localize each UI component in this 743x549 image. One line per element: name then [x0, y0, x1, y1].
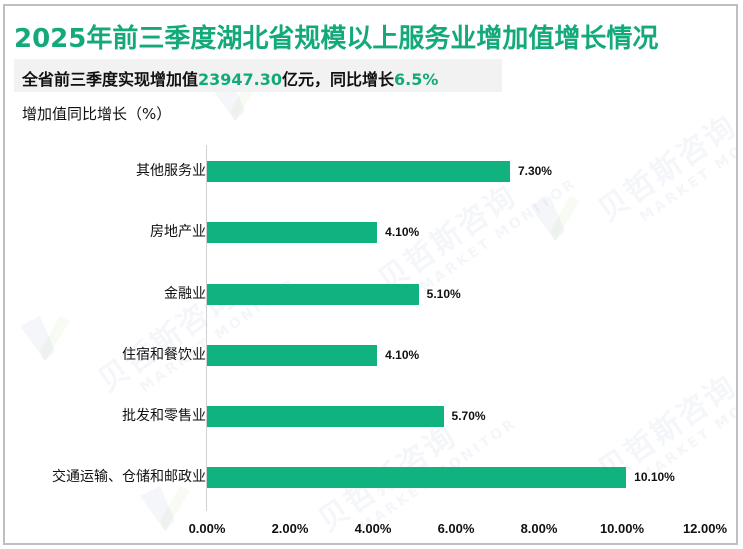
- y-axis-title: 增加值同比增长（%）: [22, 105, 172, 123]
- category-label: 其他服务业: [136, 163, 206, 179]
- data-label: 4.10%: [385, 348, 420, 362]
- watermark-logo-icon: [530, 196, 580, 241]
- bar: [207, 284, 419, 305]
- subtitle-value: 23947.30: [198, 70, 283, 89]
- category-axis-line: [206, 145, 207, 511]
- subtitle-growth: 6.5%: [394, 70, 439, 89]
- chart-title: 2025年前三季度湖北省规模以上服务业增加值增长情况: [14, 24, 659, 54]
- x-tick-label: 0.00%: [188, 521, 226, 536]
- watermark: 贝哲斯咨询 MARKET MONITOR: [312, 415, 520, 539]
- x-tick-label: 6.00%: [437, 521, 475, 536]
- chart-frame: 贝哲斯咨询 MARKET MONITOR 贝哲斯咨询 MARKET MONITOR …: [3, 4, 738, 545]
- data-label: 5.10%: [426, 287, 461, 301]
- data-label: 4.10%: [385, 225, 420, 239]
- bar: [207, 467, 627, 488]
- x-tick-label: 12.00%: [682, 521, 728, 536]
- bar: [207, 222, 378, 243]
- subtitle-middle: 亿元，同比增长: [282, 70, 395, 89]
- data-label: 10.10%: [634, 470, 675, 484]
- watermark: 贝哲斯咨询 MARKET MONITOR: [592, 105, 738, 229]
- x-tick-label: 8.00%: [520, 521, 558, 536]
- x-tick-label: 10.00%: [599, 521, 645, 536]
- data-label: 7.30%: [517, 164, 552, 178]
- category-label: 房地产业: [150, 224, 206, 240]
- chart-subtitle: 全省前三季度实现增加值23947.30亿元，同比增长6.5%: [22, 66, 438, 90]
- bar: [207, 161, 510, 182]
- category-label: 金融业: [164, 286, 206, 302]
- data-label: 5.70%: [451, 409, 486, 423]
- bar: [207, 406, 444, 427]
- bar: [207, 345, 378, 366]
- watermark: 贝哲斯咨询 MARKET MONITOR: [92, 275, 300, 399]
- subtitle-prefix: 全省前三季度实现增加值: [22, 70, 199, 89]
- subtitle-box: [14, 59, 502, 92]
- watermark-logo-icon: [20, 316, 70, 361]
- category-label: 批发和零售业: [122, 408, 206, 424]
- category-label: 交通运输、仓储和邮政业: [52, 469, 206, 485]
- category-label: 住宿和餐饮业: [122, 347, 206, 363]
- x-tick-label: 4.00%: [354, 521, 392, 536]
- x-tick-label: 2.00%: [271, 521, 309, 536]
